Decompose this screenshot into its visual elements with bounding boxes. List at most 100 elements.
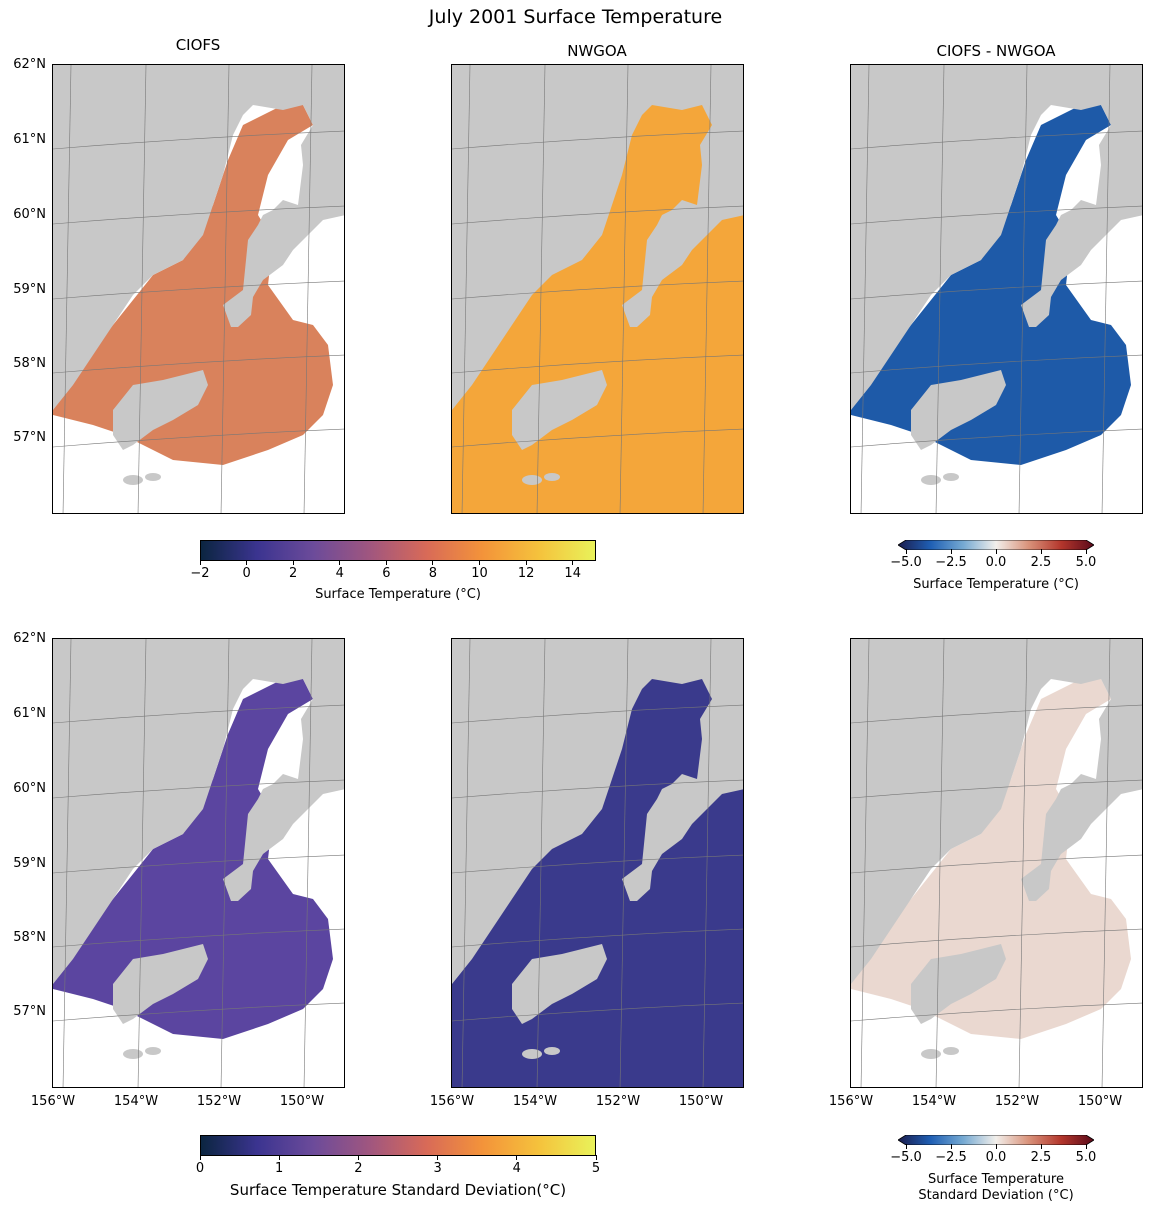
gridline-longitude <box>702 65 712 513</box>
map-svg <box>452 639 743 1087</box>
colorbar-tick-label: 0.0 <box>985 1150 1007 1165</box>
lon-tick: 150°W <box>678 1094 724 1109</box>
colorbar-tick-mark <box>1040 1144 1042 1149</box>
colorbar-tick-label: 0 <box>242 566 251 581</box>
small-island <box>145 473 161 481</box>
kodiak-island <box>113 370 208 450</box>
colorbar-tick-mark <box>479 560 481 565</box>
map-nwgoa-std <box>451 638 744 1088</box>
colorbar-tick-mark <box>995 1144 997 1149</box>
colorbar-tick-mark <box>950 549 952 554</box>
colorbar-tick-mark <box>339 560 341 565</box>
small-island <box>123 1049 143 1059</box>
gridline-longitude <box>220 65 230 513</box>
small-island <box>522 475 542 485</box>
gridline-longitude <box>220 639 230 1087</box>
colorbar-tick-mark <box>199 1155 201 1160</box>
gridline-latitude <box>851 205 1142 225</box>
gridline-longitude <box>137 639 147 1087</box>
gridline-latitude <box>53 130 344 150</box>
map-ciofs-std <box>52 638 345 1088</box>
colorbar-tick-label: 5 <box>591 1161 601 1176</box>
colorbar-tick-label: 4 <box>512 1161 521 1176</box>
model-domain <box>851 679 1131 1039</box>
colorbar-tick-label: 2 <box>289 566 298 581</box>
colorbar-tick-label: 5.0 <box>1075 555 1097 570</box>
map-difference-temperature <box>850 64 1143 514</box>
colorbar-tick-label: 2.5 <box>1030 1150 1052 1165</box>
gridline-latitude <box>851 354 1142 374</box>
colorbar-tick-mark <box>595 1155 597 1160</box>
colorbar-tick-mark <box>385 560 387 565</box>
colorbar-std-label: Surface Temperature Standard Deviation(°… <box>229 1181 567 1199</box>
colorbar-tick-label: 5.0 <box>1075 1150 1097 1165</box>
land-mask <box>452 639 743 984</box>
colorbar-extend-arrows <box>898 540 1094 550</box>
small-island <box>943 473 959 481</box>
colorbar-std-difference-label: Surface Temperature Standard Deviation (… <box>918 1172 1074 1203</box>
map-svg <box>53 639 344 1087</box>
small-island <box>544 473 560 481</box>
gridline-longitude <box>62 639 72 1087</box>
kodiak-island <box>113 944 208 1024</box>
colorbar-temperature-difference <box>898 540 1094 550</box>
colorbar-tick-mark <box>1085 549 1087 554</box>
small-island <box>123 475 143 485</box>
map-svg <box>452 65 743 513</box>
lon-tick: 154°W <box>512 1094 558 1109</box>
colorbar-temperature <box>200 540 596 561</box>
colorbar-tick-label: 2.5 <box>1030 555 1052 570</box>
gridline-longitude <box>536 639 546 1087</box>
gridline-longitude <box>137 65 147 513</box>
colorbar-tick-label: 1 <box>275 1161 284 1176</box>
lat-tick: 59°N <box>13 856 46 871</box>
colorbar-tick-mark <box>905 549 907 554</box>
land-mask <box>53 639 344 984</box>
gridline-latitude <box>452 205 743 225</box>
colorbar-tick-label: 14 <box>564 566 581 581</box>
colorbar-tick-label: 6 <box>382 566 391 581</box>
gridline-longitude <box>1018 639 1028 1087</box>
colorbar-tick-mark <box>437 1155 439 1160</box>
gridline-latitude <box>452 354 743 374</box>
colorbar-tick-label: 12 <box>517 566 535 581</box>
map-svg <box>851 65 1142 513</box>
colorbar-tick-mark <box>1040 549 1042 554</box>
lon-tick: 150°W <box>279 1094 325 1109</box>
gridline-longitude <box>303 639 313 1087</box>
lat-tick: 58°N <box>13 930 46 945</box>
gridline-latitude <box>53 779 344 799</box>
gridline-longitude <box>619 639 629 1087</box>
gridline-latitude <box>851 928 1142 948</box>
model-domain <box>53 679 333 1039</box>
colorbar-std-difference <box>898 1135 1094 1145</box>
gridline-latitude <box>452 130 743 150</box>
lat-tick: 57°N <box>13 1004 46 1019</box>
gridline-latitude <box>53 354 344 374</box>
colorbar-tick-label: −5.0 <box>890 1150 922 1165</box>
colorbar-temperature-difference-label: Surface Temperature (°C) <box>913 577 1079 592</box>
map-ciofs-temperature <box>52 64 345 514</box>
lat-tick: 59°N <box>13 282 46 297</box>
colorbar-temperature-label: Surface Temperature (°C) <box>315 587 481 602</box>
map-nwgoa-temperature <box>451 64 744 514</box>
gridline-latitude <box>53 428 344 448</box>
lat-tick: 58°N <box>13 356 46 371</box>
kodiak-island <box>911 944 1006 1024</box>
colorbar-tick-label: 10 <box>471 566 488 581</box>
lon-tick: 156°W <box>828 1094 874 1109</box>
colorbar-tick-label: 0 <box>195 1161 205 1176</box>
panel-title-nwgoa: NWGOA <box>567 42 627 60</box>
map-svg <box>53 65 344 513</box>
colorbar-tick-mark <box>292 560 294 565</box>
gridline-latitude <box>851 704 1142 724</box>
gridline-longitude <box>860 639 870 1087</box>
colorbar-tick-label: 2 <box>354 1161 363 1176</box>
lon-tick: 152°W <box>994 1094 1040 1109</box>
lon-tick: 156°W <box>30 1094 76 1109</box>
small-island <box>145 1047 161 1055</box>
gridline-latitude <box>53 205 344 225</box>
gridline-latitude <box>53 704 344 724</box>
colorbar-tick-label: 0.0 <box>985 555 1007 570</box>
colorbar-tick-mark <box>995 549 997 554</box>
